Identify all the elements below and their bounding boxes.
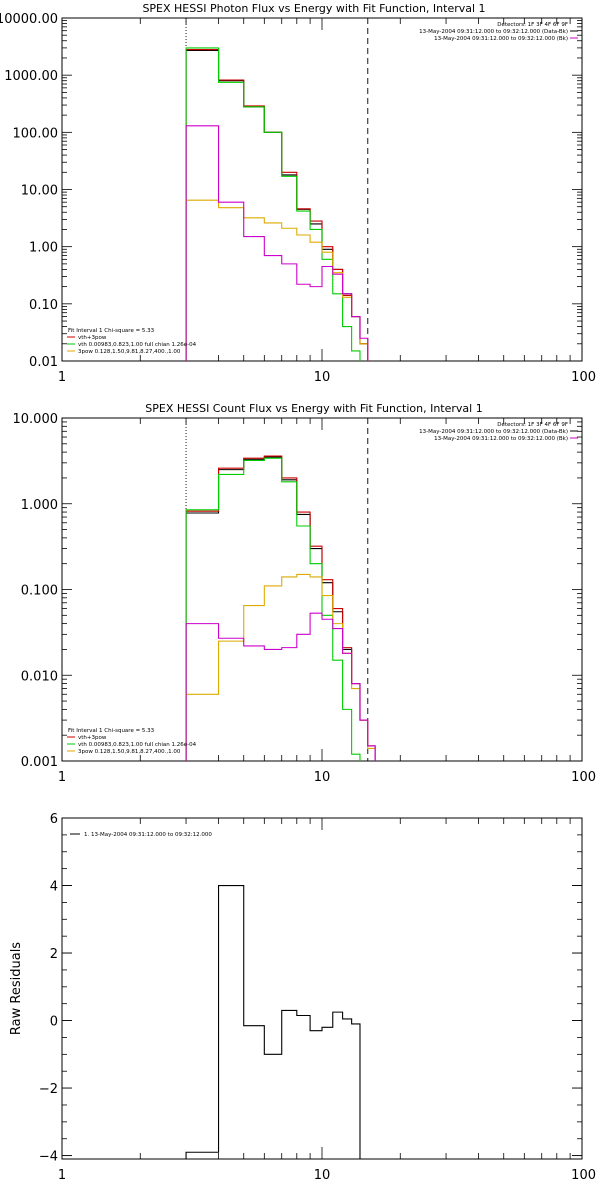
legend-entry: vth+3pow [78,335,107,341]
y-tick-label: 4 [50,880,58,895]
x-tick-label: 1 [58,770,66,785]
series-line-1 [185,49,369,361]
x-tick-label: 10 [314,370,331,385]
y-tick-label: 1.00 [29,241,58,256]
chart-title: SPEX HESSI Count Flux vs Energy with Fit… [145,402,482,415]
y-tick-label: 10.000 [13,412,59,427]
legend-entry: 3pow 0.128,1.50,9.81,8.27,400.,1.00 [78,349,181,355]
legend-entry: Fit Interval 1 Chi-square = 5.33 [68,728,155,734]
legend-entry: vth 0.00983,0.823,1.00 full chian 1.26e-… [78,342,197,348]
y-tick-label: 0 [50,1015,58,1030]
chart-title: SPEX HESSI Photon Flux vs Energy with Fi… [142,2,485,15]
x-tick-label: 100 [571,770,596,785]
plot-frame [61,17,583,362]
legend-entry: 13-May-2004 09:31:12.000 to 09:32:12.000… [434,36,568,42]
series-line-4 [185,199,369,361]
x-tick-label: 1 [58,1168,66,1183]
y-tick-label: 0.001 [21,755,58,770]
legend-entry: vth+3pow [78,735,107,741]
series-line-1 [185,884,361,1159]
x-tick-label: 1 [58,370,66,385]
x-tick-label: 10 [314,770,331,785]
legend-entry: Detectors: 1F 3F 4F 6F 9F [497,422,568,428]
y-tick-label: 100.00 [13,126,59,141]
legend-entry: 13-May-2004 09:31:12.000 to 09:32:12.000… [419,29,568,35]
legend-entry: Fit Interval 1 Chi-square = 5.33 [68,328,155,334]
y-tick-label: 1000.00 [4,69,58,84]
legend-entry: 3pow 0.128,1.50,9.81,8.27,400.,1.00 [78,749,181,755]
series-line-2 [185,49,369,361]
x-tick-label: 10 [314,1168,331,1183]
y-tick-label: 0.100 [21,584,58,599]
y-tick-label: 10.00 [21,184,58,199]
legend-entry: 13-May-2004 09:31:12.000 to 09:32:12.000… [419,429,568,435]
y-axis-label: Raw Residuals [9,942,24,1035]
legend-entry: Detectors: 1F 3F 4F 6F 9F [497,22,568,28]
legend-entry: vth 0.00983,0.823,1.00 full chian 1.26e-… [78,742,197,748]
y-tick-label: −2 [39,1082,58,1097]
y-tick-label: 2 [50,947,58,962]
series-line-5 [185,125,369,361]
series-line-1 [185,456,376,761]
y-tick-label: 6 [50,812,58,827]
y-tick-label: 1.000 [21,498,58,513]
y-tick-label: 10000.00 [0,12,58,27]
series-line-5 [185,612,376,761]
legend-entry: 1. 13-May-2004 09:31:12.000 to 09:32:12.… [84,832,212,838]
y-tick-label: −4 [39,1150,58,1165]
plot-frame [61,817,583,1160]
y-tick-label: 0.01 [29,355,58,370]
x-tick-label: 100 [571,370,596,385]
legend-entry: 13-May-2004 09:31:12.000 to 09:32:12.000… [434,436,568,442]
series-line-3 [185,47,361,361]
x-tick-label: 100 [571,1168,596,1183]
series-line-4 [185,573,376,761]
chart-panel-1: SPEX HESSI Photon Flux vs Energy with Fi… [0,2,596,385]
chart-panel-2: SPEX HESSI Count Flux vs Energy with Fit… [13,402,597,785]
y-tick-label: 0.010 [21,669,58,684]
chart-panel-3: 1 10 100 6 4 2 0 −2 −4 Raw Residuals 1. 13-May-200… [9,812,596,1183]
series-line-2 [185,455,376,761]
y-tick-label: 0.10 [29,298,58,313]
series-line-3 [185,457,361,761]
